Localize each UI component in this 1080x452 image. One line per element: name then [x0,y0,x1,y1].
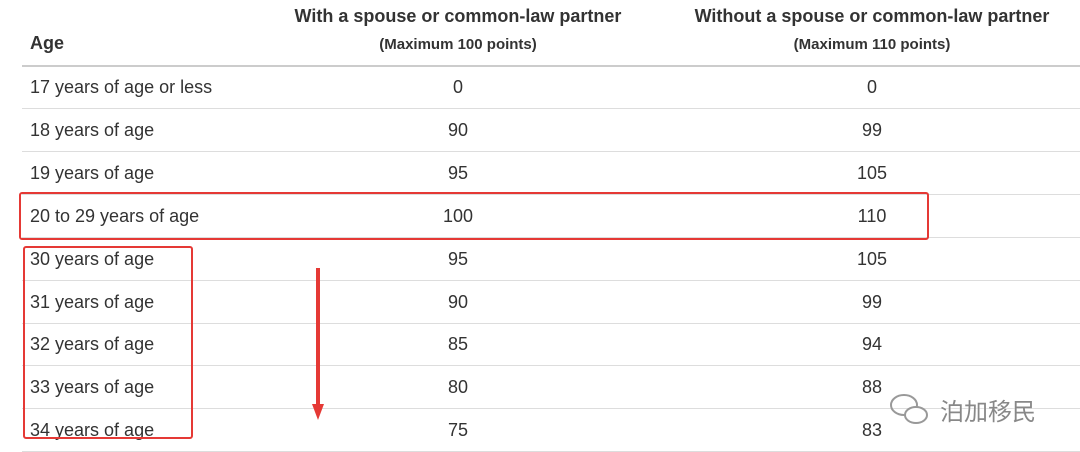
watermark: 泊加移民 [940,399,1036,426]
age-cell: 30 years of age [30,248,155,269]
row-rule [22,280,1080,281]
subheader-without-spouse: (Maximum 110 points) [793,36,951,53]
age-cell: 34 years of age [30,420,155,441]
header-without-spouse: Without a spouse or common-law partner [694,6,1050,26]
points-without-spouse: 83 [861,420,883,441]
row-rule [22,323,1080,324]
wechat-icon [890,394,928,424]
points-without-spouse: 110 [857,205,887,226]
points-without-spouse: 88 [861,377,883,398]
header-age: Age [30,33,65,53]
points-without-spouse: 99 [861,291,883,312]
arrow [312,268,324,420]
row-rule [22,151,1080,152]
subheader-with-spouse: (Maximum 100 points) [379,36,537,53]
points-without-spouse: 105 [856,162,888,183]
points-without-spouse: 105 [856,248,888,269]
row-rule [22,108,1080,109]
age-cell: 31 years of age [30,291,155,312]
age-cell: 20 to 29 years of age [30,205,200,226]
highlight-box [23,246,193,439]
points-with-spouse: 85 [447,334,469,355]
row-rule [22,237,1080,238]
points-with-spouse: 0 [452,77,464,97]
points-with-spouse: 95 [447,248,469,269]
age-cell: 19 years of age [30,162,155,183]
row-rule [22,408,1080,409]
points-with-spouse: 75 [447,420,469,441]
points-without-spouse: 94 [861,334,883,355]
points-with-spouse: 80 [447,377,469,398]
age-cell: 33 years of age [30,377,155,398]
age-cell: 17 years of age or less [30,77,213,97]
highlight-box [19,192,929,240]
points-without-spouse: 0 [866,77,878,97]
row-rule [22,365,1080,366]
age-cell: 32 years of age [30,334,155,355]
header-rule [22,65,1080,67]
points-with-spouse: 90 [447,119,469,140]
points-with-spouse: 100 [442,205,474,226]
points-with-spouse: 95 [447,162,469,183]
age-cell: 18 years of age [30,119,155,140]
points-with-spouse: 90 [447,291,469,312]
row-rule [22,194,1080,195]
header-with-spouse: With a spouse or common-law partner [294,6,622,26]
points-without-spouse: 99 [861,119,883,140]
